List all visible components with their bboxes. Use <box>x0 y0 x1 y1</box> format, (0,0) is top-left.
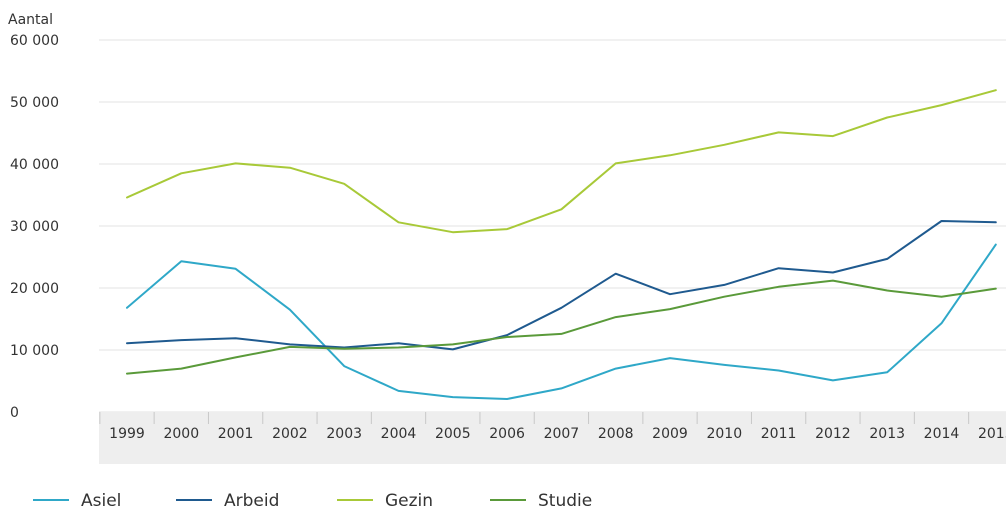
x-tick-label: 1999 <box>109 426 145 442</box>
y-tick-label: 60 000 <box>10 33 59 49</box>
y-tick-label: 50 000 <box>10 95 59 111</box>
legend-label-studie: Studie <box>538 491 592 511</box>
legend-label-asiel: Asiel <box>81 491 121 511</box>
x-tick-label: 2011 <box>761 426 797 442</box>
legend: Asiel Arbeid Gezin Studie <box>33 491 592 511</box>
x-tick-label: 2003 <box>326 426 362 442</box>
gridlines <box>99 39 1006 413</box>
x-tick-label: 2000 <box>163 426 199 442</box>
y-tick-label: 40 000 <box>10 157 59 173</box>
x-tick-label: 2010 <box>706 426 742 442</box>
x-tick-label: 2002 <box>272 426 308 442</box>
x-tick-label: 2009 <box>652 426 688 442</box>
series-lines <box>126 89 997 400</box>
series-line-asiel <box>126 243 997 400</box>
x-tick-label: 2005 <box>435 426 471 442</box>
y-axis-label: Aantal <box>8 12 53 28</box>
x-axis-band <box>99 412 1006 464</box>
y-tick-label: 0 <box>10 405 19 421</box>
x-tick-label: 2012 <box>815 426 851 442</box>
series-line-studie <box>126 279 997 375</box>
x-tick-label: 2001 <box>218 426 254 442</box>
legend-label-gezin: Gezin <box>385 491 433 511</box>
x-tick-labels: 1999 2000 2001 2002 2003 2004 2005 2006 2007 2008… <box>99 412 1006 442</box>
y-tick-label: 10 000 <box>10 343 59 359</box>
y-tick-labels: 0 10 000 20 000 30 000 40 000 50 000 60 000 <box>10 33 59 421</box>
x-tick-label: 2004 <box>381 426 417 442</box>
x-tick-label: 2015 <box>978 426 1006 442</box>
series-line-gezin <box>126 89 997 234</box>
y-tick-label: 20 000 <box>10 281 59 297</box>
series-line-arbeid <box>126 220 997 351</box>
x-tick-label: 2014 <box>924 426 960 442</box>
legend-label-arbeid: Arbeid <box>224 491 279 511</box>
x-tick-label: 2008 <box>598 426 634 442</box>
x-tick-label: 2006 <box>489 426 525 442</box>
x-tick-label: 2013 <box>869 426 905 442</box>
y-tick-label: 30 000 <box>10 219 59 235</box>
x-tick-label: 2007 <box>544 426 580 442</box>
